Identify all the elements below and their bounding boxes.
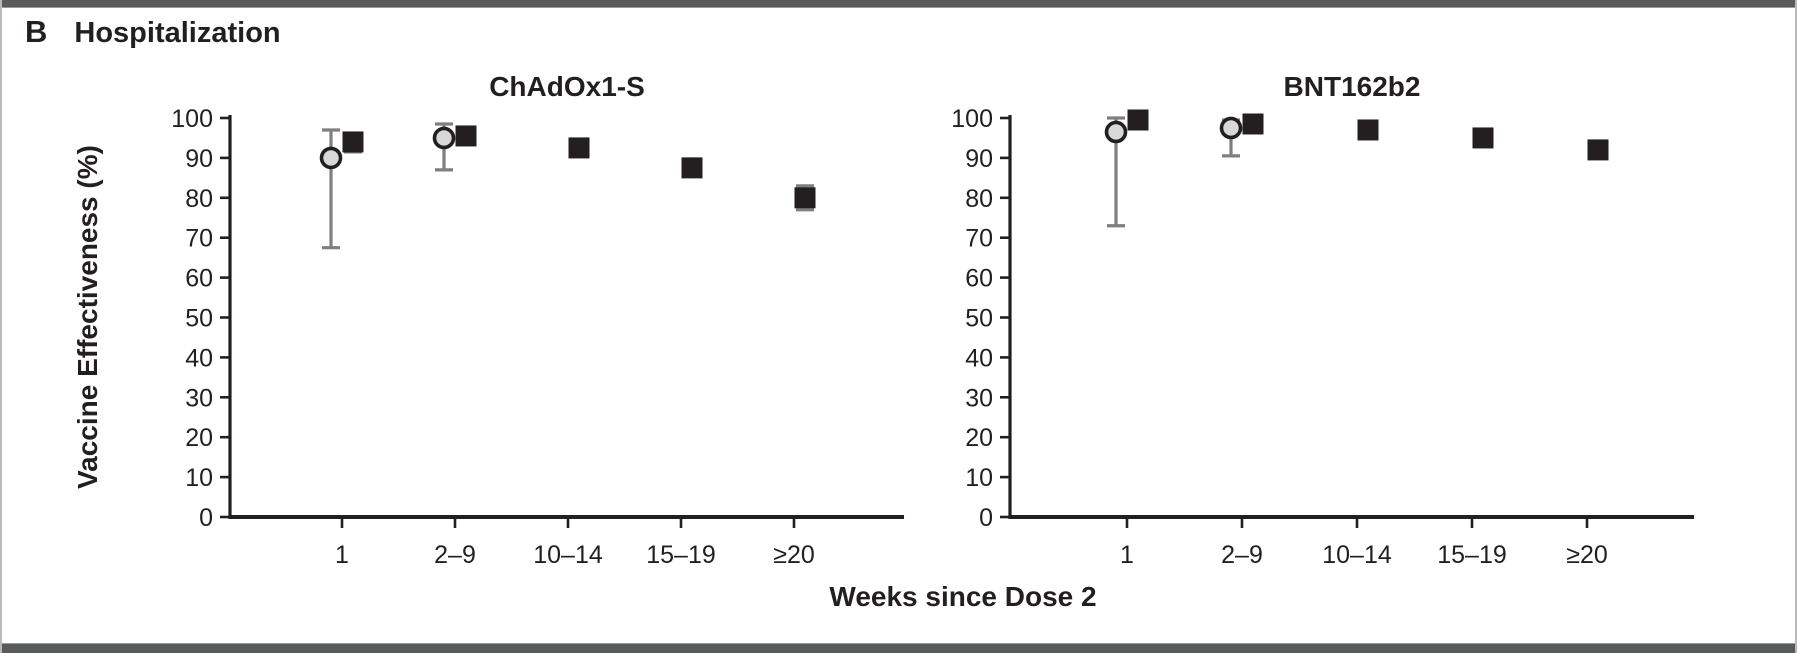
- x-axis-title: Weeks since Dose 2: [829, 581, 1097, 612]
- x-tick-label: 2–9: [434, 541, 476, 569]
- chart-title: BNT162b2: [1284, 71, 1421, 102]
- y-tick-label: 30: [965, 384, 993, 412]
- data-point-square: [1587, 139, 1609, 161]
- data-point-circle: [319, 146, 343, 170]
- data-point-square: [1242, 113, 1264, 135]
- chart-panel-left: ChAdOx1-S 0 10 20 30 40 50 60 70 80 90 100 1 2–9 10–14…: [171, 71, 904, 569]
- y-tick-label: 50: [965, 305, 993, 333]
- y-tick-label: 30: [185, 384, 213, 412]
- data-point-square: [1127, 109, 1149, 131]
- y-tick-label: 0: [199, 504, 213, 532]
- chart-panel-right: BNT162b2 0 10 20 30 40 50 60 70 80 90 100 1 2–9 10–14 1…: [951, 71, 1694, 569]
- y-tick-label: 70: [965, 225, 993, 253]
- chart-title: ChAdOx1-S: [489, 71, 645, 102]
- y-tick-label: 100: [951, 105, 993, 133]
- data-point-square: [1472, 127, 1494, 149]
- y-tick-label: 40: [965, 344, 993, 372]
- frame-top-bar: [2, 0, 1795, 8]
- data-point-square: [342, 131, 364, 153]
- x-tick-label: ≥20: [1566, 541, 1608, 569]
- data-point-circle: [432, 126, 456, 150]
- y-tick-label: 10: [185, 464, 213, 492]
- y-tick-label: 40: [185, 344, 213, 372]
- y-tick-label: 50: [185, 305, 213, 333]
- panel-title: Hospitalization: [74, 17, 281, 49]
- panel-letter: B: [25, 14, 48, 49]
- y-tick-label: 0: [979, 504, 993, 532]
- y-tick-label: 100: [171, 105, 213, 133]
- y-tick-label: 20: [185, 424, 213, 452]
- panel-header: B Hospitalization: [25, 14, 281, 50]
- y-axis-title: Vaccine Effectiveness (%): [72, 145, 103, 489]
- x-tick-label: 2–9: [1221, 541, 1263, 569]
- data-point-square: [794, 187, 816, 209]
- y-tick-label: 60: [965, 265, 993, 293]
- y-tick-label: 80: [965, 185, 993, 213]
- data-point-circle: [1219, 116, 1243, 140]
- x-tick-label: ≥20: [773, 541, 815, 569]
- data-point-square: [455, 125, 477, 147]
- y-tick-label: 80: [185, 185, 213, 213]
- y-tick-label: 90: [185, 145, 213, 173]
- data-point-circle: [1104, 120, 1128, 144]
- y-tick-label: 10: [965, 464, 993, 492]
- y-tick-label: 60: [185, 265, 213, 293]
- x-tick-label: 15–19: [646, 541, 716, 569]
- x-tick-label: 1: [1120, 541, 1134, 569]
- x-tick-label: 1: [335, 541, 349, 569]
- y-tick-label: 20: [965, 424, 993, 452]
- data-point-square: [681, 157, 703, 179]
- x-tick-label: 10–14: [1322, 541, 1392, 569]
- data-point-square: [1357, 119, 1379, 141]
- frame-bottom-bar: [2, 643, 1795, 653]
- data-point-square: [568, 137, 590, 159]
- y-tick-label: 90: [965, 145, 993, 173]
- y-tick-label: 70: [185, 225, 213, 253]
- x-tick-label: 10–14: [533, 541, 603, 569]
- x-tick-label: 15–19: [1437, 541, 1507, 569]
